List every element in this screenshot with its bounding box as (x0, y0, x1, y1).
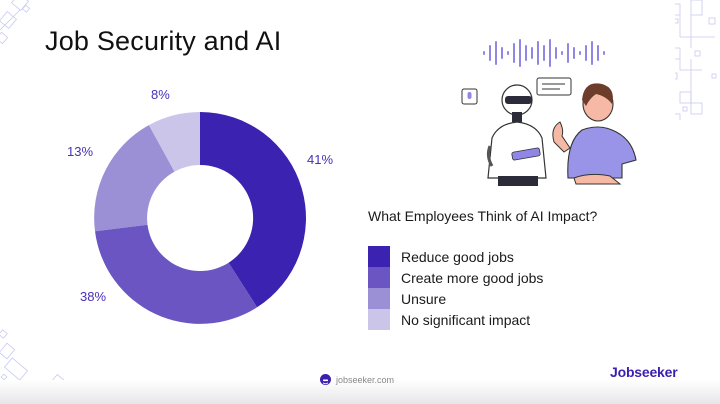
label-unsure: 13% (67, 144, 94, 159)
legend-label: Unsure (401, 290, 447, 307)
legend-item: Create more good jobs (368, 267, 543, 288)
legend-item: Unsure (368, 288, 543, 309)
decorative-squares-icon (0, 0, 31, 45)
slice-reduce-good-jobs (200, 112, 306, 308)
legend-label: Reduce good jobs (401, 248, 514, 265)
slice-create-more-good-jobs (95, 224, 258, 324)
footer-url-text: jobseeker.com (336, 374, 395, 385)
label-create-more-good-jobs: 38% (80, 289, 107, 304)
robot-person-illustration (461, 39, 637, 186)
slide-title: Job Security and AI (45, 26, 282, 56)
chart-legend: Reduce good jobs Create more good jobs U… (368, 246, 543, 330)
brand-logo: Jobseeker (610, 364, 678, 380)
legend-swatch (368, 246, 390, 267)
decorative-squares-icon (675, 0, 717, 120)
legend-swatch (368, 309, 390, 330)
smiley-logo-icon (320, 374, 331, 385)
legend-item: No significant impact (368, 309, 543, 330)
label-no-significant-impact: 8% (151, 87, 170, 102)
legend-item: Reduce good jobs (368, 246, 543, 267)
legend-swatch (368, 267, 390, 288)
slice-unsure (94, 125, 175, 232)
legend-swatch (368, 288, 390, 309)
legend-label: Create more good jobs (401, 269, 544, 286)
legend-label: No significant impact (401, 311, 531, 328)
slice-no-significant-impact (148, 111, 200, 172)
legend-title: What Employees Think of AI Impact? (368, 208, 598, 224)
footer-band (0, 380, 720, 404)
label-reduce-good-jobs: 41% (307, 152, 334, 167)
footer-url: jobseeker.com (320, 374, 394, 385)
donut-chart (94, 111, 306, 324)
sound-wave-icon (483, 39, 605, 67)
